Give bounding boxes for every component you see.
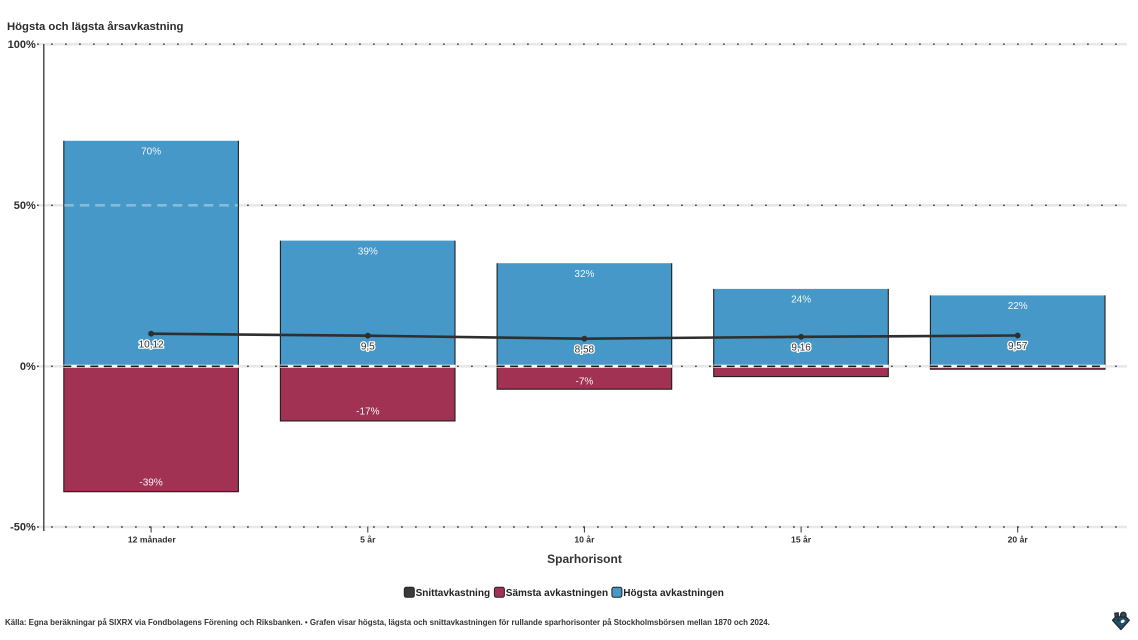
svg-text:-50%: -50% <box>10 522 36 534</box>
svg-text:10 år: 10 år <box>574 534 595 544</box>
svg-text:10,12: 10,12 <box>139 339 164 350</box>
svg-text:12 månader: 12 månader <box>128 534 176 544</box>
svg-text:Källa: Egna beräkningar på SIX: Källa: Egna beräkningar på SIXRX via Fon… <box>5 618 770 627</box>
svg-text:Sämsta avkastningen: Sämsta avkastningen <box>506 588 608 599</box>
svg-text:20 år: 20 år <box>1008 534 1029 544</box>
svg-text:-7%: -7% <box>576 377 594 388</box>
svg-text:Högsta och lägsta årsavkastnin: Högsta och lägsta årsavkastning <box>7 21 184 33</box>
svg-text:32%: 32% <box>574 269 594 280</box>
svg-text:24%: 24% <box>791 295 811 306</box>
svg-text:9,16: 9,16 <box>791 342 811 353</box>
svg-text:22%: 22% <box>1008 301 1028 312</box>
svg-text:70%: 70% <box>141 147 161 158</box>
svg-text:9,57: 9,57 <box>1008 341 1028 352</box>
svg-text:-17%: -17% <box>356 407 379 418</box>
svg-text:15 år: 15 år <box>791 534 812 544</box>
svg-text:-39%: -39% <box>139 477 162 488</box>
svg-text:Snittavkastning: Snittavkastning <box>416 588 490 599</box>
svg-text:0%: 0% <box>20 361 36 373</box>
svg-text:5 år: 5 år <box>360 534 376 544</box>
svg-text:9,5: 9,5 <box>361 341 375 352</box>
svg-text:50%: 50% <box>14 200 36 212</box>
svg-text:Sparhorisont: Sparhorisont <box>547 552 622 566</box>
svg-text:8,58: 8,58 <box>575 344 595 355</box>
svg-text:100%: 100% <box>8 39 36 51</box>
svg-text:Högsta avkastningen: Högsta avkastningen <box>623 588 724 599</box>
svg-text:39%: 39% <box>358 246 378 257</box>
